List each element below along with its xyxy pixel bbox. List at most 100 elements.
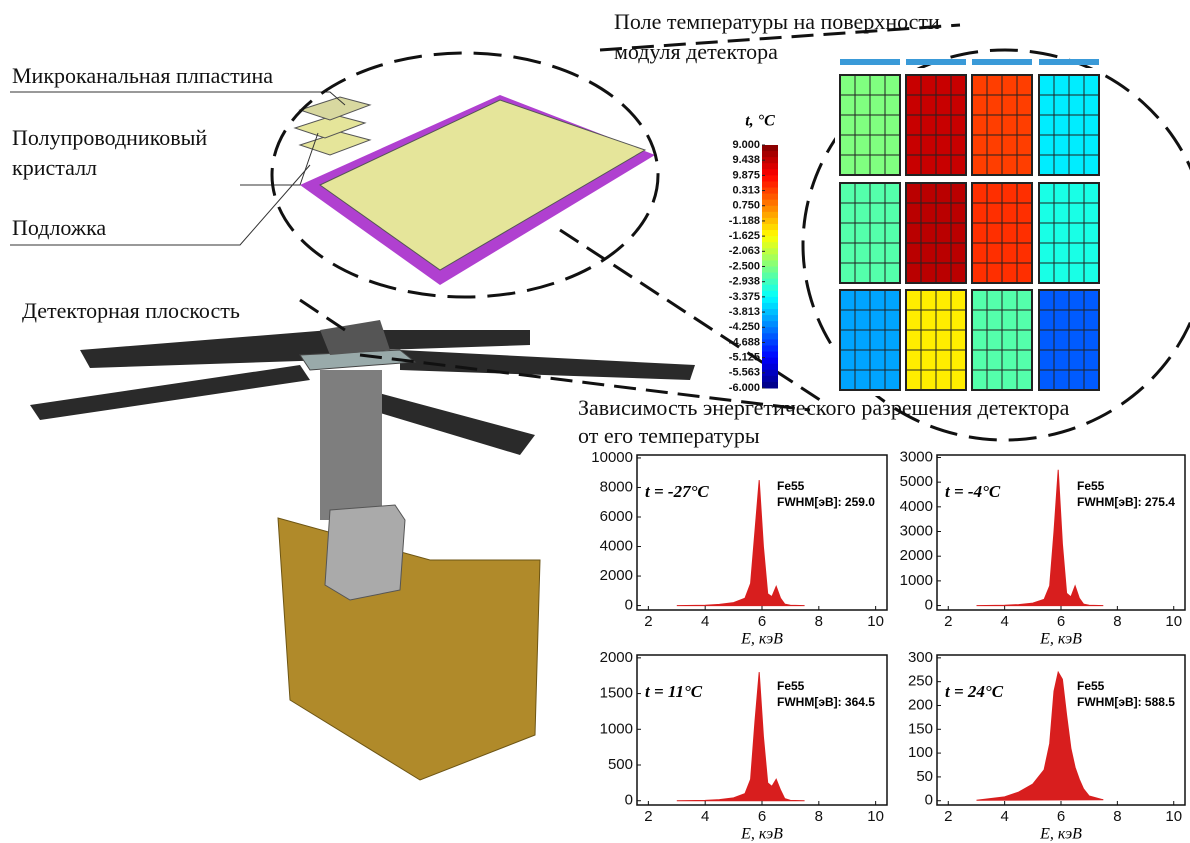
colorbar-segment [762,273,778,280]
peak-label: Fe55 [777,679,805,693]
x-tick-label: 8 [815,808,823,825]
temperature-label: t = 11°C [645,682,703,701]
x-tick-label: 4 [1000,613,1008,630]
x-tick-label: 8 [1113,808,1121,825]
column [320,370,382,520]
colorbar-segment [762,267,778,274]
colorbar-segment [762,285,778,292]
colorbar-segment [762,297,778,304]
heatmap-title: Поле температуры на поверхности [614,9,940,34]
y-tick-label: 8000 [600,478,633,495]
x-tick-label: 8 [1113,613,1121,630]
peak-label: Fe55 [1077,479,1105,493]
arm [30,365,310,420]
colorbar-tick-label: 0.750 [732,200,760,212]
page: Detector {"labels": {"microchannel": "Ми… [0,0,1190,843]
y-tick-label: 50 [916,768,933,785]
y-tick-label: 1500 [600,685,633,702]
colorbar-segment [762,236,778,243]
colorbar-tick-label: -1.625 [729,230,760,242]
figure: Микроканальная плпастина Полупроводников… [0,0,1190,843]
colorbar-segment [762,364,778,371]
x-tick-label: 2 [644,613,652,630]
colorbar-tick-label: -2.063 [729,245,760,257]
label: Микроканальная плпастина [12,63,273,88]
zoom-line [300,300,345,330]
temperature-label: t = 24°C [945,682,1004,701]
y-tick-label: 2000 [600,567,633,584]
section-title: от его температуры [578,423,760,448]
temperature-label: t = -27°C [645,482,709,501]
y-tick-label: 2000 [600,649,633,666]
hexagon [325,505,405,600]
y-tick-label: 10000 [591,449,633,466]
label: Полупроводниковый [12,125,207,150]
colorbar-tick-label: 9.000 [732,139,760,151]
colorbar-tick-label: -2.938 [729,276,760,288]
fwhm-label: FWHM[эВ]: 588.5 [1077,695,1175,709]
x-axis-label: E, кэВ [740,826,783,843]
layer [300,132,370,155]
x-tick-label: 6 [758,808,766,825]
colorbar-segment [762,194,778,201]
y-tick-label: 3000 [900,522,933,539]
colorbar-segment [762,327,778,334]
x-tick-label: 2 [944,613,952,630]
y-tick-label: 500 [608,756,633,773]
colorbar-segment [762,175,778,182]
y-tick-label: 250 [908,673,933,690]
satellite [30,320,695,780]
body: Микроканальная плпастина Полупроводников… [0,0,1190,843]
x-tick-label: 2 [644,808,652,825]
peak-label: Fe55 [777,479,805,493]
x-tick-label: 8 [815,613,823,630]
x-tick-label: 10 [1165,808,1182,825]
colorbar-segment [762,145,778,152]
arm [380,330,530,350]
arm [80,330,330,368]
y-tick-label: 0 [625,597,633,614]
fwhm-label: FWHM[эВ]: 364.5 [777,695,875,709]
colorbar-segment [762,163,778,170]
x-tick-label: 2 [944,808,952,825]
colorbar-segment [762,345,778,352]
colorbar-tick-label: -3.375 [729,291,760,303]
x-tick-label: 4 [701,613,709,630]
colorbar-segment [762,376,778,383]
x-tick-label: 10 [867,808,884,825]
colorbar-tick-label: -3.813 [729,306,760,318]
x-tick-label: 4 [1000,808,1008,825]
top-strip [972,59,1032,65]
y-tick-label: 2000 [900,547,933,564]
temperature-label: t = -4°C [945,482,1001,501]
colorbar-segment [762,358,778,365]
colorbar-tick-label: -4.688 [729,336,760,348]
colorbar-tick-label: -6.000 [729,382,760,394]
x-tick-label: 6 [1057,808,1065,825]
module [10,92,655,285]
colorbar-segment [762,303,778,310]
x-axis-label: E, кэВ [740,631,783,648]
detector-hub [320,320,390,355]
x-tick-label: 6 [1057,613,1065,630]
x-axis-label: E, кэВ [1039,631,1082,648]
label: кристалл [12,155,97,180]
y-tick-label: 1000 [900,572,933,589]
y-tick-label: 100 [908,744,933,761]
colorbar-segment [762,254,778,261]
fwhm-label: FWHM[эВ]: 275.4 [1077,495,1175,509]
colorbar-tick-label: 0.313 [732,184,760,196]
colorbar-segment [762,181,778,188]
solar-panel [278,518,540,780]
x-tick-label: 10 [867,613,884,630]
x-tick-label: 10 [1165,613,1182,630]
colorbar-segment [762,212,778,219]
y-tick-label: 200 [908,696,933,713]
colorbar-segment [762,224,778,231]
y-tick-label: 6000 [600,508,633,525]
colorbar-tick-label: 9.438 [732,154,760,166]
heatmap-title: модуля детектора [614,39,778,64]
top-strip [1039,59,1099,65]
colorbar-segment [762,206,778,213]
colorbar-segment [762,315,778,322]
